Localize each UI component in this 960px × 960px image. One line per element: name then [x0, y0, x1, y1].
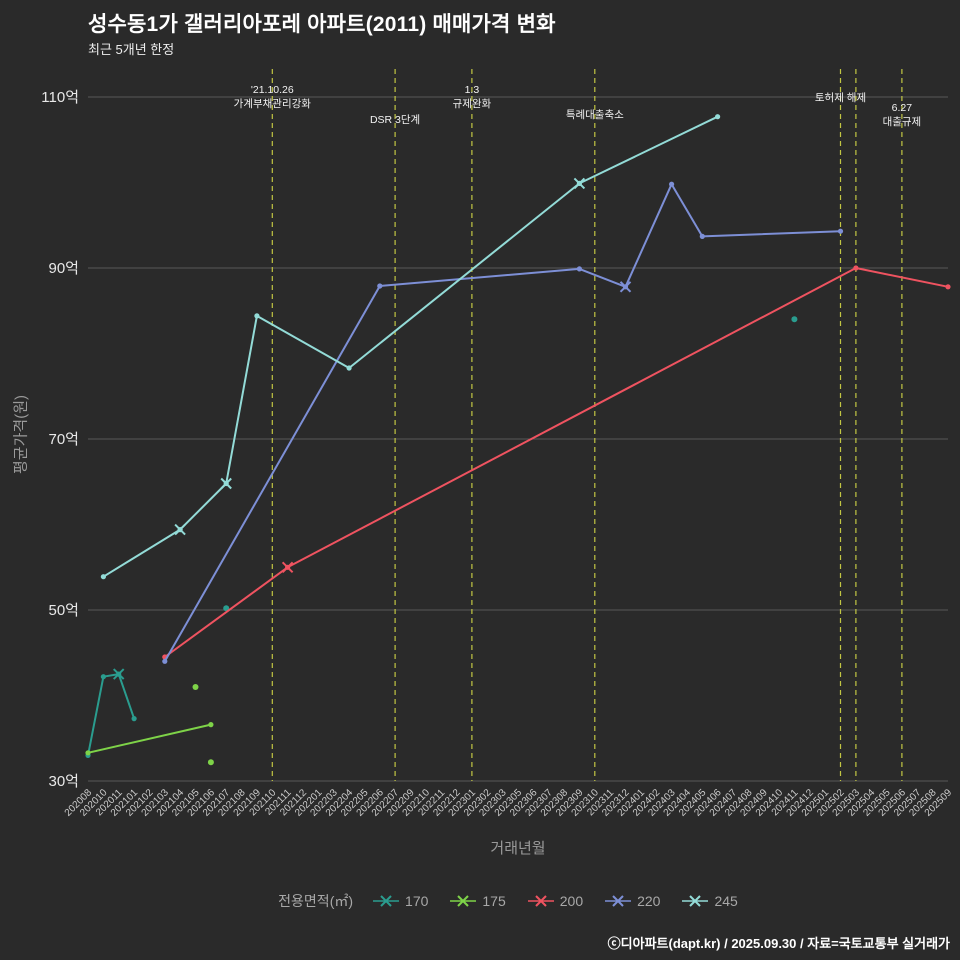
series-line-220	[163, 183, 842, 663]
plot-area: 30억50억70억90억110억202008202010202011202101…	[41, 69, 954, 819]
x-marker-200	[281, 561, 294, 574]
policy-event-label: 가계부채관리강화	[234, 98, 312, 110]
data-point-175	[208, 722, 214, 728]
y-tick-label: 30억	[49, 773, 80, 790]
policy-event-label: 1.3	[465, 84, 480, 96]
legend-x-marker-icon	[450, 895, 477, 907]
legend-x-marker-icon	[373, 895, 400, 907]
data-point-170	[223, 605, 230, 612]
legend-cross	[535, 895, 547, 907]
data-point-175	[192, 684, 199, 690]
data-point-170	[791, 316, 798, 323]
series-line-175	[87, 723, 212, 754]
legend-items: 170 175 200 220 245	[373, 893, 738, 909]
legend-cross	[457, 895, 470, 907]
y-tick-label: 110억	[41, 89, 79, 106]
data-point-220	[699, 233, 705, 239]
legend-item-200[interactable]: 200	[527, 893, 584, 909]
legend-item-label: 220	[637, 893, 661, 909]
legend-x-marker-icon	[605, 895, 632, 907]
policy-event-label: 토허제 해제	[815, 91, 866, 104]
policy-event-label: 규제완화	[453, 97, 492, 110]
data-point-245	[346, 365, 352, 371]
y-axis-title: 평균가격(원)	[12, 395, 30, 474]
y-tick-label: 90억	[49, 260, 80, 277]
series-line-200	[163, 267, 949, 658]
x-marker-220	[619, 281, 632, 293]
policy-event-label: '21.10.26	[251, 84, 294, 96]
legend-item-label: 175	[482, 893, 506, 909]
data-point-200	[945, 284, 951, 290]
policy-event-label: 6.27	[892, 102, 913, 114]
legend-item-170[interactable]: 170	[373, 893, 428, 909]
data-point-220	[837, 228, 844, 234]
data-point-220	[162, 658, 168, 664]
x-marker-245	[573, 177, 586, 190]
policy-event-label: 특례대출축소	[566, 109, 624, 121]
data-point-200	[853, 265, 859, 271]
policy-event-label: DSR 3단계	[370, 114, 420, 126]
page-title: 성수동1가 갤러리아포레 아파트(2011) 매매가격 변화	[88, 13, 556, 36]
data-point-220	[377, 283, 383, 289]
legend-item-245[interactable]: 245	[682, 893, 738, 909]
legend-cross	[689, 895, 702, 907]
policy-event-label: 대출규제	[883, 116, 922, 128]
x-marker-170	[112, 668, 125, 680]
legend-item-175[interactable]: 175	[450, 893, 506, 909]
legend-cross	[380, 895, 392, 907]
legend-x-marker-icon	[682, 895, 709, 907]
data-point-220	[576, 266, 583, 272]
data-point-170	[100, 674, 106, 680]
data-point-175	[207, 759, 214, 766]
data-point-220	[669, 181, 675, 187]
series-line-170	[87, 673, 136, 757]
x-marker-245	[220, 477, 232, 490]
y-tick-label: 50억	[49, 602, 80, 619]
legend-item-label: 170	[405, 893, 429, 909]
x-marker-245	[174, 523, 186, 536]
legend-title: 전용면적(㎡)	[278, 893, 354, 909]
data-point-245	[254, 313, 260, 319]
chart-subtitle: 최근 5개년 한정	[88, 42, 175, 57]
legend-item-label: 200	[559, 893, 584, 909]
data-point-175	[85, 750, 91, 756]
copyright-footer: ⓒ디아파트(dapt.kr) / 2025.09.30 / 자료=국토교통부 실…	[607, 936, 950, 951]
legend-item-label: 245	[714, 893, 738, 909]
data-point-170	[131, 716, 137, 722]
legend: 전용면적(㎡) 170 175 200 220 245	[58, 891, 958, 911]
data-point-245	[715, 114, 721, 120]
x-axis-title: 거래년월	[490, 840, 546, 857]
legend-item-220[interactable]: 220	[605, 893, 660, 909]
legend-cross	[612, 895, 624, 907]
y-tick-label: 70억	[49, 431, 80, 448]
data-point-245	[100, 574, 106, 580]
legend-x-marker-icon	[527, 895, 554, 907]
series-line-245	[102, 115, 719, 578]
